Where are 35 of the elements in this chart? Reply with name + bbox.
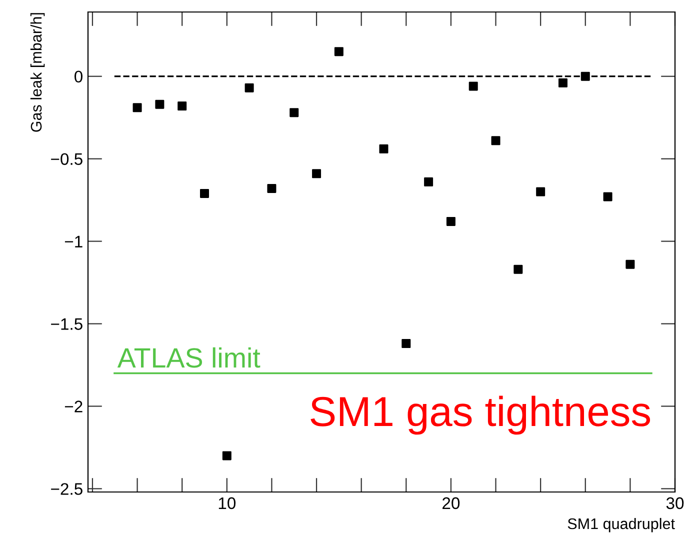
y-tick-label: −2 <box>64 400 82 412</box>
point <box>626 260 635 269</box>
point <box>290 108 299 118</box>
x-tick-label: 10 <box>218 497 236 510</box>
point <box>132 103 142 112</box>
point <box>424 177 434 186</box>
point <box>244 83 254 92</box>
y-axis-title: Gas leak [mbar/h] <box>30 13 45 132</box>
point <box>514 264 523 274</box>
point <box>312 169 322 178</box>
point <box>468 82 478 91</box>
point <box>580 72 590 81</box>
point <box>267 184 276 193</box>
y-tick-label: −2.5 <box>51 483 82 495</box>
point <box>200 188 210 198</box>
point <box>334 47 344 56</box>
annotation: SM1 gas tightness <box>310 396 650 435</box>
y-tick-label: −1.5 <box>51 318 82 330</box>
point <box>603 192 612 202</box>
point <box>178 102 187 111</box>
point <box>155 100 164 109</box>
point <box>446 216 456 226</box>
point <box>222 451 232 460</box>
y-tick-label: −0.5 <box>51 153 82 166</box>
point <box>402 339 411 348</box>
point <box>491 136 500 146</box>
point <box>379 144 388 154</box>
point <box>536 187 546 196</box>
y-tick-label: 0 <box>74 70 82 83</box>
x-tick-label: 20 <box>442 497 460 510</box>
point <box>558 78 568 88</box>
ref-line-label: ATLAS limit <box>117 347 260 368</box>
y-tick-label: −1 <box>64 236 82 248</box>
x-axis-title: SM1 quadruplet <box>568 518 675 532</box>
x-tick-label: 30 <box>666 497 684 510</box>
